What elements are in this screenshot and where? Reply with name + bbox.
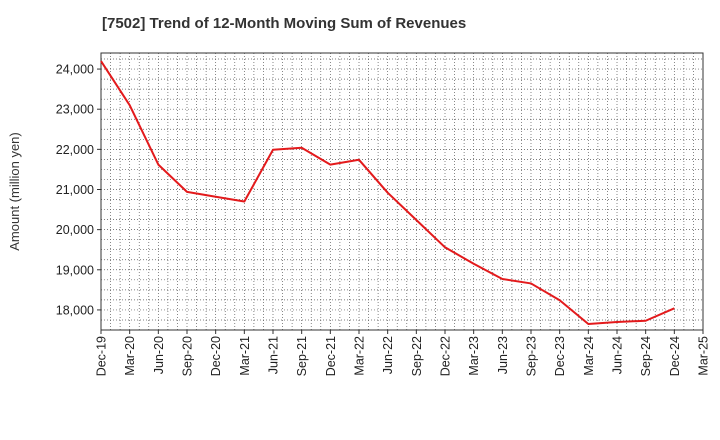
x-tick-label: Sep-21 (295, 336, 309, 376)
x-tick-label: Dec-23 (553, 336, 567, 376)
x-tick-label: Dec-20 (209, 336, 223, 376)
x-tick-label: Jun-24 (611, 336, 625, 374)
y-axis-title: Amount (million yen) (7, 132, 22, 251)
gridlines (101, 53, 703, 331)
x-tick-label: Mar-22 (353, 336, 367, 376)
x-tick-label: Sep-22 (410, 336, 424, 376)
x-tick-label: Mar-25 (697, 336, 711, 376)
x-tick-label: Mar-24 (582, 336, 596, 376)
x-tick-label: Dec-19 (95, 336, 109, 376)
x-tick-label: Sep-23 (525, 336, 539, 376)
x-tick-label: Sep-24 (639, 336, 653, 376)
chart-title: [7502] Trend of 12-Month Moving Sum of R… (102, 15, 467, 32)
x-tick-label: Mar-20 (123, 336, 137, 376)
x-tick-label: Dec-22 (439, 336, 453, 376)
y-axis-tick-labels: 18,000 19,000 20,000 21,000 22,000 23,000 24,0… (56, 63, 101, 317)
y-tick-label: 19,000 (56, 263, 94, 277)
x-tick-label: Dec-21 (324, 336, 338, 376)
x-tick-label: Sep-20 (181, 336, 195, 376)
plot-area-frame (100, 52, 704, 331)
x-tick-label: Jun-20 (152, 336, 166, 374)
y-tick-label: 24,000 (56, 63, 94, 77)
series-layer (100, 60, 675, 325)
y-tick-label: 22,000 (56, 143, 94, 157)
series-line (100, 60, 675, 325)
y-tick-label: 18,000 (56, 303, 94, 317)
x-tick-label: Mar-21 (238, 336, 252, 376)
x-axis-tick-labels: Dec-19 Mar-20 Jun-20 Sep-20 Dec-20 Mar-21 Jun-… (95, 330, 711, 376)
x-tick-label: Dec-24 (668, 336, 682, 376)
y-tick-label: 21,000 (56, 183, 94, 197)
x-tick-label: Jun-22 (381, 336, 395, 374)
x-tick-label: Jun-23 (496, 336, 510, 374)
y-tick-label: 23,000 (56, 103, 94, 117)
x-tick-label: Jun-21 (267, 336, 281, 374)
x-tick-label: Mar-23 (467, 336, 481, 376)
y-tick-label: 20,000 (56, 223, 94, 237)
